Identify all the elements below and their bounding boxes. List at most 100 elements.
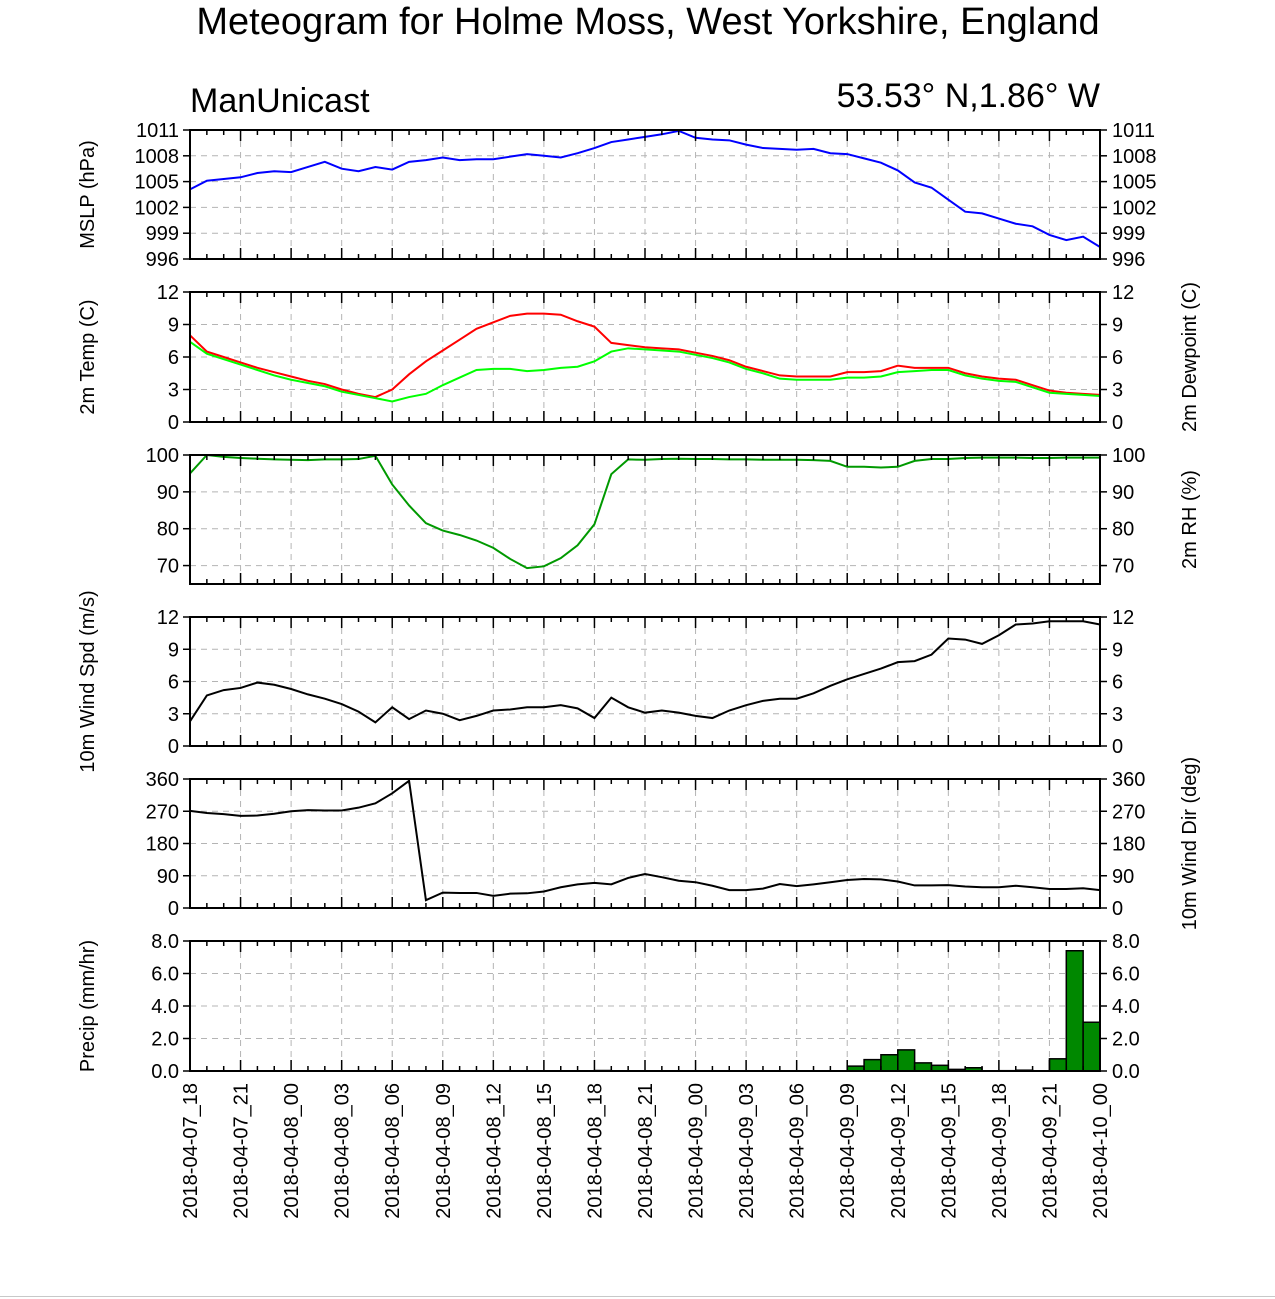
- precip-bar: [1048, 1058, 1068, 1072]
- y-axis-title-right: 10m Wind Dir (deg): [1179, 757, 1201, 930]
- y-tick-label-right: 3: [1112, 380, 1123, 402]
- x-tick-label: 2018-04-08_12: [483, 1083, 505, 1219]
- y-axis-title-left: 2m Temp (C): [77, 299, 99, 414]
- y-tick-label-left: 6: [168, 672, 179, 694]
- y-tick-label-right: 4.0: [1112, 996, 1140, 1018]
- x-tick-label: 2018-04-10_00: [1090, 1083, 1112, 1219]
- y-tick-label-right: 1005: [1112, 172, 1157, 194]
- y-tick-label-left: 12: [157, 607, 179, 629]
- y-tick-label-right: 360: [1112, 769, 1145, 791]
- precip-bar: [897, 1049, 916, 1072]
- y-tick-label-right: 9: [1112, 639, 1123, 661]
- y-tick-label-left: 90: [157, 482, 179, 504]
- x-axis-labels: 2018-04-07_18 2018-04-07_21 2018-04-08_00 2…: [180, 1083, 1112, 1219]
- location-label: 53.53° N,1.86° W: [837, 77, 1100, 115]
- y-tick-label-left: 70: [157, 556, 179, 578]
- y-tick-label-right: 12: [1112, 282, 1134, 304]
- y-tick-label-right: 9: [1112, 315, 1123, 337]
- y-tick-label-left: 1011: [136, 120, 179, 142]
- y-axis-title-left: Precip (mm/hr): [77, 940, 99, 1072]
- y-tick-label-left: 999: [146, 223, 179, 245]
- panel-3: 0 0 3 3 6 6 9 9 12 12 10m Wind Spd (m/s): [77, 590, 1134, 772]
- y-tick-label-left: 0: [168, 736, 179, 758]
- y-tick-label-right: 270: [1112, 801, 1145, 823]
- y-axis-title-right: 2m RH (%): [1179, 470, 1201, 569]
- panel-2: 70 70 80 80 90 90 100 100 2m RH (%): [146, 445, 1201, 585]
- chart-title: Meteogram for Holme Moss, West Yorkshire…: [196, 1, 1099, 43]
- x-tick-label: 2018-04-08_21: [635, 1083, 657, 1219]
- y-axis-title-left: MSLP (hPa): [77, 140, 99, 249]
- y-tick-label-left: 8.0: [151, 931, 179, 953]
- panel-1: 0 0 3 3 6 6 9 9 12 12 2m Temp (C) 2m Dewpoint (C): [77, 282, 1201, 434]
- y-axis-title-left: 10m Wind Spd (m/s): [77, 590, 99, 772]
- x-tick-label: 2018-04-08_00: [281, 1083, 303, 1219]
- y-tick-label-right: 3: [1112, 704, 1123, 726]
- y-tick-label-left: 3: [168, 704, 179, 726]
- model-label: ManUnicast: [190, 82, 370, 120]
- x-tick-label: 2018-04-09_09: [837, 1083, 859, 1219]
- precip-bar: [880, 1054, 899, 1072]
- x-tick-label: 2018-04-09_21: [1039, 1083, 1061, 1219]
- y-tick-label-left: 9: [168, 639, 179, 661]
- y-tick-label-right: 6: [1112, 672, 1123, 694]
- x-tick-label: 2018-04-09_12: [888, 1083, 910, 1219]
- y-tick-label-right: 1011: [1112, 120, 1155, 142]
- panel-0: 996 996 999 999 1002 1002 1005 1005 1008 1008 1011…: [77, 120, 1157, 271]
- y-tick-label-right: 0.0: [1112, 1061, 1140, 1083]
- precip-bar: [863, 1058, 882, 1072]
- y-tick-label-left: 80: [157, 519, 179, 541]
- precip-bar: [1065, 950, 1084, 1072]
- series-line-4-0: [189, 778, 1101, 902]
- y-tick-label-right: 1008: [1112, 146, 1157, 168]
- y-tick-label-left: 6.0: [151, 964, 179, 986]
- y-tick-label-left: 0: [168, 898, 179, 920]
- y-tick-label-left: 100: [146, 445, 179, 467]
- x-tick-label: 2018-04-08_15: [534, 1083, 556, 1219]
- y-tick-label-right: 8.0: [1112, 931, 1140, 953]
- x-tick-label: 2018-04-08_06: [382, 1083, 404, 1219]
- y-tick-label-left: 180: [146, 834, 179, 856]
- y-tick-label-left: 1002: [135, 197, 180, 219]
- x-tick-label: 2018-04-08_03: [332, 1083, 354, 1219]
- y-tick-label-right: 6.0: [1112, 964, 1140, 986]
- y-tick-label-left: 90: [157, 866, 179, 888]
- x-tick-label: 2018-04-09_15: [938, 1083, 960, 1219]
- y-tick-label-right: 12: [1112, 607, 1134, 629]
- y-tick-label-right: 180: [1112, 834, 1145, 856]
- y-tick-label-left: 2.0: [151, 1029, 179, 1051]
- x-tick-label: 2018-04-07_18: [180, 1083, 202, 1219]
- y-tick-label-right: 0: [1112, 412, 1123, 434]
- y-tick-label-left: 996: [146, 249, 179, 271]
- y-tick-label-right: 1002: [1112, 197, 1157, 219]
- y-tick-label-left: 1008: [135, 146, 180, 168]
- y-tick-label-right: 0: [1112, 898, 1123, 920]
- y-tick-label-right: 999: [1112, 223, 1145, 245]
- x-tick-label: 2018-04-09_18: [989, 1083, 1011, 1219]
- precip-bar: [1082, 1021, 1101, 1072]
- y-tick-label-right: 0: [1112, 736, 1123, 758]
- panel-frame: [189, 129, 1101, 260]
- y-tick-label-right: 100: [1112, 445, 1145, 467]
- y-tick-label-right: 6: [1112, 347, 1123, 369]
- y-tick-label-left: 12: [157, 282, 179, 304]
- y-tick-label-right: 90: [1112, 866, 1134, 888]
- y-tick-label-right: 70: [1112, 556, 1134, 578]
- series-line-3-0: [189, 620, 1101, 724]
- y-tick-label-left: 3: [168, 380, 179, 402]
- y-tick-label-left: 0.0: [151, 1061, 179, 1083]
- series-line-1-0: [189, 312, 1101, 399]
- x-tick-label: 2018-04-08_18: [584, 1083, 606, 1219]
- y-tick-label-left: 270: [146, 801, 179, 823]
- series-line-1-1: [189, 341, 1101, 403]
- y-tick-label-right: 90: [1112, 482, 1134, 504]
- y-axis-title-right: 2m Dewpoint (C): [1179, 282, 1201, 432]
- bottom-rule: [0, 1296, 1275, 1297]
- precip-bar: [913, 1062, 933, 1072]
- y-tick-label-left: 360: [146, 769, 179, 791]
- panel-5: 0.0 0.0 2.0 2.0 4.0 4.0 6.0 6.0 8.0 8.0 Precip (mm…: [77, 931, 1140, 1083]
- y-tick-label-right: 80: [1112, 519, 1134, 541]
- y-tick-label-left: 0: [168, 412, 179, 434]
- x-tick-label: 2018-04-09_03: [736, 1083, 758, 1219]
